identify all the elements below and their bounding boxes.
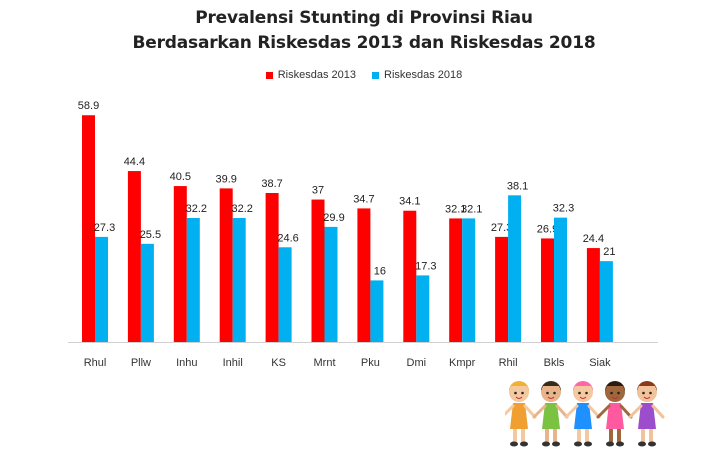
category-label-dmi: Dmi (407, 357, 427, 369)
legend-item-2013: Riskesdas 2013 (265, 69, 356, 81)
bar-2013-pku (357, 208, 371, 342)
bar-2013-bkls (541, 238, 554, 342)
data-label-2018-kmpr: 32.1 (461, 203, 482, 215)
data-label-2018-rhil: 38.1 (507, 180, 528, 192)
bar-2013-rhul (82, 115, 95, 342)
legend-label-2018: Riskesdas 2018 (384, 69, 463, 81)
data-label-2018-bkls: 32.3 (553, 203, 574, 215)
bar-2018-rhil (508, 195, 522, 342)
bar-2018-kmpr (462, 218, 476, 342)
bar-2018-inhil (232, 218, 246, 342)
data-label-2013-pllw: 44.4 (124, 156, 145, 168)
bar-2013-siak (586, 248, 600, 342)
chart-subtitle: Berdasarkan Riskesdas 2013 dan Riskesdas… (132, 33, 596, 53)
bar-2013-ks (265, 193, 279, 342)
legend-item-2018: Riskesdas 2018 (372, 69, 462, 81)
bar-2018-mrnt (324, 226, 338, 342)
bar-2018-pllw (140, 243, 154, 342)
data-label-2018-rhul: 27.3 (94, 222, 115, 234)
category-label-pllw: Pllw (131, 357, 151, 369)
bar-2013-dmi (403, 210, 417, 342)
children-holding-hands-icon (505, 381, 665, 447)
bar-2013-inhu (173, 186, 187, 342)
bar-2013-kmpr (449, 218, 463, 342)
legend: Riskesdas 2013 Riskesdas 2018 (0, 69, 728, 81)
legend-swatch-2013 (265, 71, 273, 79)
data-label-2018-inhu: 32.2 (186, 203, 207, 215)
data-label-2013-inhu: 40.5 (170, 171, 191, 183)
bar-2018-dmi (416, 275, 430, 342)
category-label-inhil: Inhil (223, 357, 243, 369)
data-label-2018-pllw: 25.5 (140, 229, 161, 241)
chart-title: Prevalensi Stunting di Provinsi Riau (195, 8, 533, 28)
category-label-mrnt: Mrnt (314, 357, 336, 369)
category-label-pku: Pku (361, 357, 380, 369)
data-label-2013-rhul: 58.9 (78, 100, 99, 112)
bar-2018-siak (599, 261, 613, 342)
data-label-2013-siak: 24.4 (583, 233, 604, 245)
category-label-inhu: Inhu (176, 357, 197, 369)
bar-2018-pku (370, 280, 384, 342)
category-label-rhil: Rhil (499, 357, 518, 369)
bar-2018-bkls (554, 217, 567, 342)
bar-2013-inhil (219, 188, 233, 342)
category-label-siak: Siak (589, 357, 611, 369)
bar-2018-inhu (186, 218, 200, 342)
data-label-2013-kmpr: 32.1 (445, 203, 466, 215)
data-label-2018-ks: 24.6 (277, 232, 298, 244)
category-label-kmpr: Kmpr (449, 357, 476, 369)
category-label-ks: KS (271, 357, 286, 369)
data-label-2013-inhil: 39.9 (215, 173, 236, 185)
data-label-2013-mrnt: 37 (312, 185, 324, 197)
bar-2018-rhul (95, 236, 108, 342)
category-label-bkls: Bkls (544, 357, 565, 369)
data-label-2018-pku: 16 (374, 265, 386, 277)
data-label-2013-pku: 34.7 (353, 193, 374, 205)
data-label-2018-inhil: 32.2 (231, 203, 252, 215)
legend-swatch-2018 (372, 71, 379, 79)
category-label-rhul: Rhul (84, 357, 107, 369)
data-label-2018-mrnt: 29.9 (323, 212, 344, 224)
data-label-2013-rhil: 27.3 (491, 222, 512, 234)
data-label-2018-siak: 21 (603, 246, 615, 258)
data-label-2013-bkls: 26.9 (537, 223, 558, 235)
data-label-2018-dmi: 17.3 (415, 260, 436, 272)
legend-label-2013: Riskesdas 2013 (277, 69, 356, 81)
bar-2013-mrnt (311, 199, 325, 342)
data-label-2013-ks: 38.7 (261, 178, 282, 190)
bar-2013-rhil (495, 236, 509, 342)
data-label-2013-dmi: 34.1 (399, 196, 420, 208)
bar-2013-pllw (127, 171, 141, 342)
bar-2018-ks (278, 247, 292, 342)
